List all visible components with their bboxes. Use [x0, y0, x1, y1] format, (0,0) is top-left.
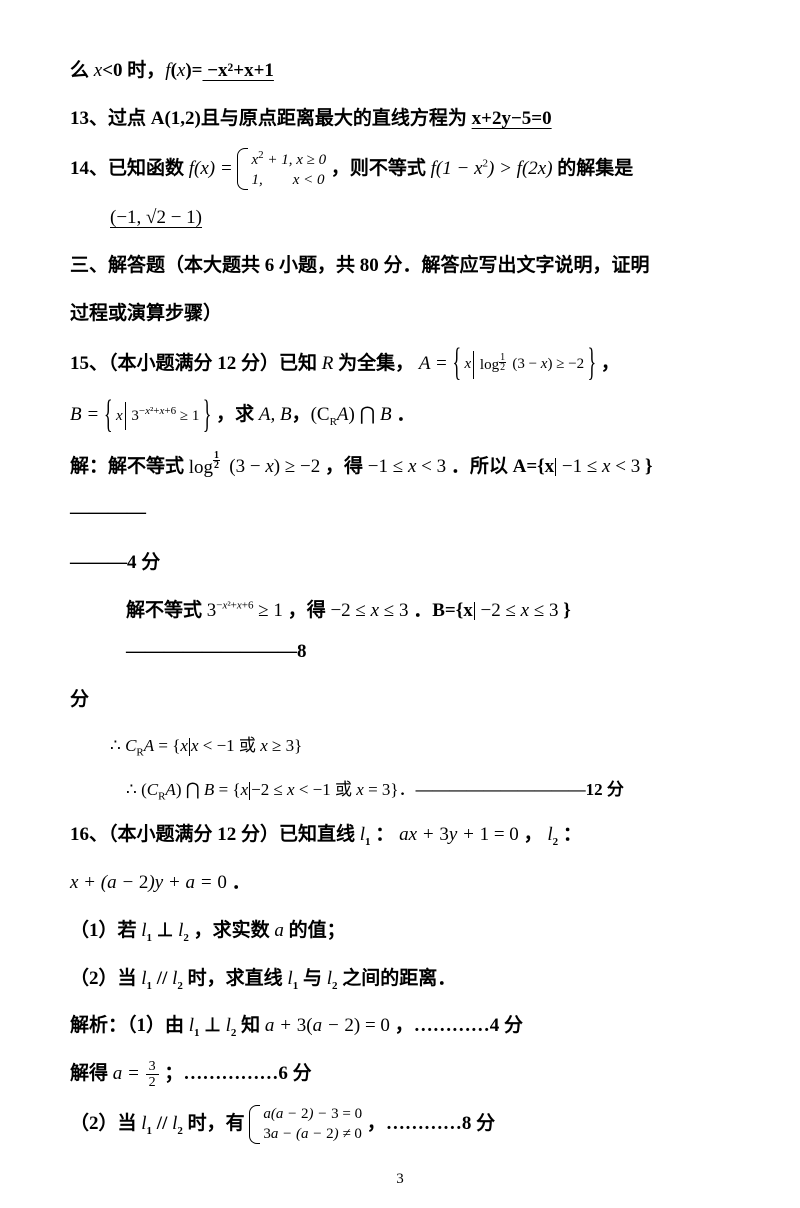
q16-p1: （1）若 l1 ⊥ l2 ，求实数 a 的值； [70, 910, 730, 952]
q15-B-line: B = x 3−x²+x+6 ≥ 1 ，求 A, B，(CRA) ⋂ B ． [70, 392, 730, 438]
q14-piece2: 1, x < 0 [251, 171, 326, 191]
q13-answer: x+2y−5=0 [472, 108, 552, 129]
frac-3-2: 32 [146, 1059, 159, 1091]
q15-CRA: ∴ CRA = {xx < −1 或 x ≥ 3} [70, 727, 730, 765]
q14-tail-b: 的解集是 [557, 158, 633, 179]
q14-answer: (−1, √2 − 1) [110, 207, 202, 228]
section3-heading-2: 过程或演算步骤） [70, 293, 730, 335]
q16-system: a(a − 2) − 3 = 0 3a − (a − 2) ≠ 0 [249, 1105, 362, 1144]
q16-l2eq: x + (a − 2)y + a = 0 ． [70, 862, 730, 904]
q15-sol-a-score: ———4 分 [70, 542, 730, 584]
q15-lead: 15、（本小题满分 12 分）已知 R 为全集， A = x log12 (3 … [70, 341, 730, 387]
exam-page: 么 x<0 时，f(x)= −x²+x+1 13、过点 A(1,2)且与原点距离… [0, 0, 800, 1208]
q14-piece1: x2 + 1, x ≥ 0 [251, 148, 326, 171]
q16-sol2: （2）当 l1 // l2 时，有 a(a − 2) − 3 = 0 3a − … [70, 1101, 730, 1147]
q14-fx: f(x) = [189, 158, 238, 179]
q12-answer: −x²+x+1 [202, 60, 273, 81]
q14-line: 14、已知函数 f(x) = x2 + 1, x ≥ 0 1, x < 0 ，则… [70, 146, 730, 192]
q15-sol-b: 解不等式 3−x²+x+6 ≥ 1 ，得 −2 ≤ x ≤ 3 ．B={x −2… [70, 590, 730, 674]
q12-line: 么 x<0 时，f(x)= −x²+x+1 [70, 50, 730, 92]
q12-lt: <0 时， [102, 60, 165, 81]
q12-prefix: 么 [70, 60, 94, 81]
q14-answer-line: (−1, √2 − 1) [70, 197, 730, 239]
q14-lead: 14、已知函数 [70, 158, 189, 179]
q15-A-set: x log12 (3 − x) ≥ −2 [452, 346, 596, 383]
section3-heading-1: 三、解答题（本大题共 6 小题，共 80 分．解答应写出文字说明，证明 [70, 245, 730, 287]
q16-sol1: 解析：（1）由 l1 ⊥ l2 知 a + 3(a − 2) = 0 ，…………… [70, 1005, 730, 1047]
q13-line: 13、过点 A(1,2)且与原点距离最大的直线方程为 x+2y−5=0 [70, 98, 730, 140]
q14-ineq: f(1 − x2) > f(2x) [431, 158, 553, 179]
q15-CRAB: ∴ (CRA) ⋂ B = {x−2 ≤ x < −1 或 x = 3}．———… [70, 771, 730, 809]
q16-sol1b: 解得 a = 32 ；……………6 分 [70, 1053, 730, 1095]
q13-text: 13、过点 A(1,2)且与原点距离最大的直线方程为 [70, 108, 472, 129]
page-number: 3 [70, 1171, 730, 1188]
q16-lead: 16、（本小题满分 12 分）已知直线 l1 ： ax + 3y + 1 = 0… [70, 814, 730, 856]
q14-piecewise: x2 + 1, x ≥ 0 1, x < 0 [237, 148, 326, 190]
q14-tail-a: ，则不等式 [331, 158, 431, 179]
q16-p2: （2）当 l1 // l2 时，求直线 l1 与 l2 之间的距离． [70, 958, 730, 1000]
q15-fen: 分 [70, 679, 730, 721]
q12-cond: x [94, 60, 102, 81]
q15-sol-a: 解：解不等式 log12 (3 − x) ≥ −2 ，得 −1 ≤ x < 3 … [70, 444, 730, 536]
q15-B-set: x 3−x²+x+6 ≥ 1 [104, 398, 211, 434]
